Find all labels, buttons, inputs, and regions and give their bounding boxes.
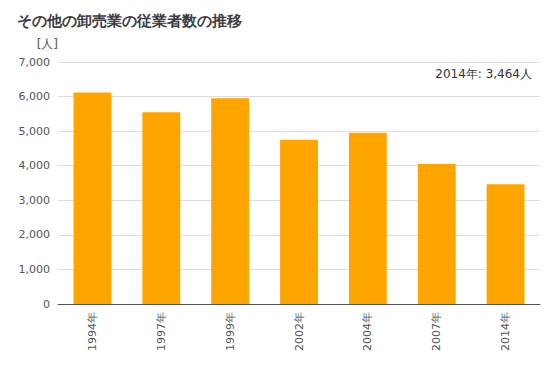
svg-text:2007年: 2007年 xyxy=(430,312,443,351)
svg-text:5,000: 5,000 xyxy=(19,125,51,138)
svg-text:0: 0 xyxy=(43,298,50,311)
svg-text:その他の卸売業の従業者数の推移: その他の卸売業の従業者数の推移 xyxy=(17,12,242,30)
svg-text:2002年: 2002年 xyxy=(293,312,306,351)
svg-text:1997年: 1997年 xyxy=(155,312,168,351)
svg-text:2004年: 2004年 xyxy=(361,312,374,351)
svg-text:2014年: 3,464人: 2014年: 3,464人 xyxy=(435,67,532,81)
svg-text:1999年: 1999年 xyxy=(224,312,237,351)
svg-text:2,000: 2,000 xyxy=(19,228,51,241)
svg-text:7,000: 7,000 xyxy=(19,56,51,69)
svg-text:1,000: 1,000 xyxy=(19,263,51,276)
svg-text:[人]: [人] xyxy=(37,37,58,51)
svg-text:2014年: 2014年 xyxy=(499,312,512,351)
svg-text:6,000: 6,000 xyxy=(19,90,51,103)
svg-text:3,000: 3,000 xyxy=(19,194,51,207)
svg-text:4,000: 4,000 xyxy=(19,159,51,172)
svg-text:1994年: 1994年 xyxy=(86,312,99,351)
